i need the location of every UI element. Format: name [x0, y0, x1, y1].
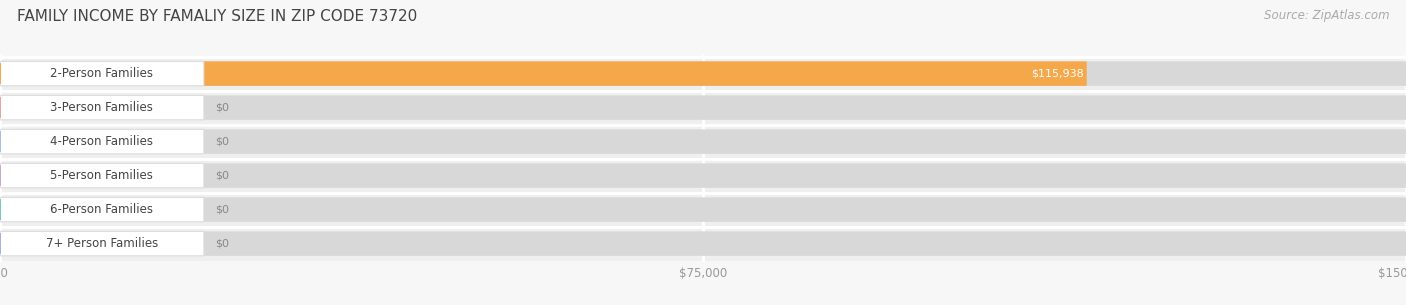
FancyBboxPatch shape: [0, 61, 204, 86]
Text: 3-Person Families: 3-Person Families: [51, 101, 153, 114]
FancyBboxPatch shape: [0, 129, 204, 154]
Text: $115,938: $115,938: [1031, 69, 1084, 79]
Text: $0: $0: [215, 205, 229, 215]
FancyBboxPatch shape: [0, 129, 1406, 154]
Text: $0: $0: [215, 239, 229, 249]
Bar: [0, 227, 1406, 260]
FancyBboxPatch shape: [0, 163, 204, 188]
Bar: [0, 159, 1406, 192]
Text: 5-Person Families: 5-Person Families: [51, 169, 153, 182]
Text: $0: $0: [215, 102, 229, 113]
Text: 6-Person Families: 6-Person Families: [51, 203, 153, 216]
FancyBboxPatch shape: [0, 197, 1406, 222]
FancyBboxPatch shape: [0, 61, 1406, 86]
FancyBboxPatch shape: [0, 95, 204, 120]
Text: $0: $0: [215, 170, 229, 181]
Bar: [0, 57, 1406, 91]
Bar: [0, 91, 1406, 125]
FancyBboxPatch shape: [0, 231, 1406, 256]
Text: $0: $0: [215, 137, 229, 147]
FancyBboxPatch shape: [0, 197, 204, 222]
Text: 7+ Person Families: 7+ Person Families: [46, 237, 157, 250]
Bar: [0, 192, 1406, 227]
Text: 2-Person Families: 2-Person Families: [51, 67, 153, 80]
FancyBboxPatch shape: [0, 163, 1406, 188]
FancyBboxPatch shape: [0, 95, 1406, 120]
FancyBboxPatch shape: [0, 61, 1087, 86]
Bar: [0, 125, 1406, 159]
Text: Source: ZipAtlas.com: Source: ZipAtlas.com: [1264, 9, 1389, 22]
Text: 4-Person Families: 4-Person Families: [51, 135, 153, 148]
FancyBboxPatch shape: [0, 231, 204, 256]
Text: FAMILY INCOME BY FAMALIY SIZE IN ZIP CODE 73720: FAMILY INCOME BY FAMALIY SIZE IN ZIP COD…: [17, 9, 418, 24]
